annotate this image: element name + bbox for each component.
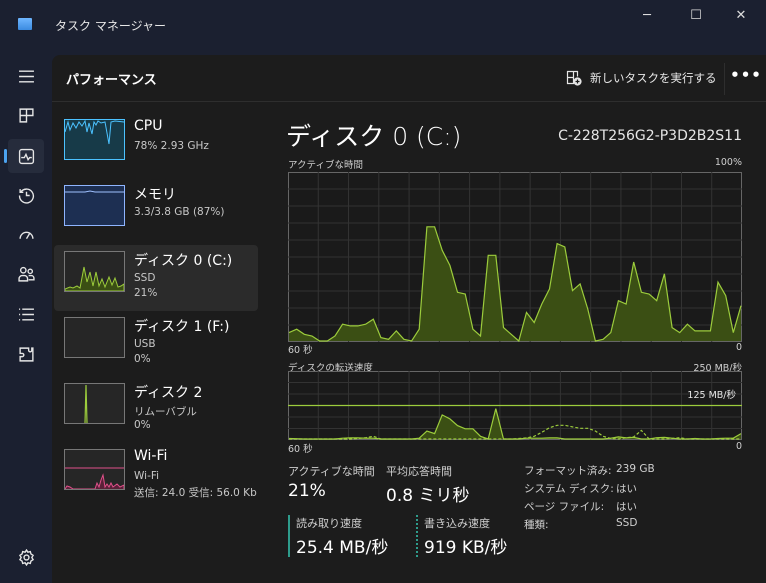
device-name: ディスク 1 (F:) [134, 319, 230, 335]
device-name: Wi-Fi [134, 448, 168, 464]
active-time-value: 21% [288, 481, 326, 501]
run-new-task-label: 新しいタスクを実行する [590, 71, 717, 85]
device-item-wifi[interactable]: Wi-Fi Wi-Fi 送信: 24.0 受信: 56.0 Kb [54, 443, 258, 509]
list-icon [18, 307, 34, 321]
nav-performance[interactable] [4, 139, 44, 173]
prop-key: ページ ファイル: [524, 501, 605, 513]
prop-value: 239 GB [616, 463, 655, 475]
device-type: USB [134, 338, 156, 350]
chart2-x-right: 0 [735, 441, 742, 452]
response-time-value: 0.8 ミリ秒 [386, 486, 470, 506]
device-throughput: 送信: 24.0 受信: 56.0 Kb [134, 487, 257, 499]
header-divider [724, 63, 725, 95]
device-name: ディスク 2 [134, 385, 203, 401]
wifi-thumbnail [64, 449, 125, 490]
device-name: ディスク 0 (C:) [134, 253, 233, 269]
device-usage: 0% [134, 419, 151, 431]
active-time-chart [288, 172, 742, 342]
new-task-icon [566, 70, 582, 86]
chart1-max: 100% [714, 157, 742, 168]
disk-title: ディスク 0 (C:) [286, 122, 462, 151]
chart2-scale-label: 125 MB/秒 [687, 390, 736, 401]
memory-thumbnail [64, 185, 125, 226]
page-title: パフォーマンス [66, 73, 157, 88]
write-rate-value: 919 KB/秒 [424, 538, 508, 558]
device-usage: 21% [134, 287, 158, 299]
hamburger-icon [18, 69, 34, 83]
users-icon [17, 266, 35, 282]
nav-rail [0, 55, 52, 583]
chart1-x-right: 0 [735, 342, 742, 353]
read-rate-value: 25.4 MB/秒 [296, 538, 389, 558]
device-type: Wi-Fi [134, 470, 160, 482]
history-icon [18, 187, 34, 204]
disk1-thumbnail [64, 317, 125, 358]
read-rate-indicator [288, 515, 290, 557]
prop-key: フォーマット済み: [524, 465, 612, 477]
task-manager-logo-icon [18, 18, 32, 30]
series-line [288, 226, 742, 342]
nav-details[interactable] [8, 297, 44, 331]
device-detail: 3.3/3.8 GB (87%) [134, 206, 225, 218]
device-name: CPU [134, 118, 163, 134]
nav-processes[interactable] [8, 98, 44, 132]
prop-value: はい [616, 483, 637, 495]
series-line [289, 424, 741, 440]
chart2-label: ディスクの転送速度 [288, 363, 373, 374]
window-title: タスク マネージャー [55, 19, 166, 33]
response-time-label: 平均応答時間 [386, 465, 452, 478]
cpu-thumbnail [64, 119, 125, 160]
device-type: リムーバブル [134, 406, 197, 418]
performance-icon [18, 148, 34, 164]
run-new-task-button[interactable]: 新しいタスクを実行する [566, 67, 717, 89]
nav-startup[interactable] [8, 218, 44, 252]
minimize-button[interactable]: ─ [643, 8, 651, 23]
read-rate-label: 読み取り速度 [296, 517, 362, 530]
nav-users[interactable] [8, 257, 44, 291]
device-item-memory[interactable]: メモリ 3.3/3.8 GB (87%) [54, 179, 258, 245]
device-type: SSD [134, 272, 156, 284]
nav-settings[interactable] [8, 540, 44, 574]
device-item-disk1[interactable]: ディスク 1 (F:) USB 0% [54, 311, 258, 377]
chart1-label: アクティブな時間 [288, 160, 363, 171]
nav-app-history[interactable] [8, 178, 44, 212]
title-bar: タスク マネージャー ─ ☐ ✕ [0, 0, 766, 50]
disk2-thumbnail [64, 383, 125, 424]
prop-key: システム ディスク: [524, 483, 614, 495]
processes-icon [18, 107, 34, 123]
close-button[interactable]: ✕ [735, 8, 747, 23]
disk-model: C-228T256G2-P3D2B2S11 [558, 128, 742, 144]
content-panel: パフォーマンス 新しいタスクを実行する ••• CPU 78% 2.93 GHz… [52, 55, 766, 583]
maximize-button[interactable]: ☐ [690, 8, 702, 23]
device-name: メモリ [134, 187, 176, 203]
transfer-rate-chart [288, 371, 742, 440]
nav-services[interactable] [8, 337, 44, 371]
series-area [289, 226, 741, 341]
prop-value: SSD [616, 517, 638, 529]
device-item-disk0[interactable]: ディスク 0 (C:) SSD 21% [54, 245, 258, 311]
disk0-thumbnail [64, 251, 125, 292]
active-time-label: アクティブな時間 [288, 465, 375, 478]
chart1-x-left: 60 秒 [288, 345, 313, 356]
puzzle-icon [18, 346, 34, 362]
write-rate-indicator [416, 515, 418, 557]
gear-icon [18, 548, 34, 566]
page-header: パフォーマンス 新しいタスクを実行する ••• [52, 55, 766, 102]
prop-key: 種類: [524, 519, 549, 531]
chart2-max: 250 MB/秒 [693, 363, 742, 374]
nav-menu-button[interactable] [8, 59, 44, 93]
prop-value: はい [616, 501, 637, 513]
startup-speedometer-icon [18, 231, 34, 239]
device-item-disk2[interactable]: ディスク 2 リムーバブル 0% [54, 377, 258, 443]
more-options-button[interactable]: ••• [730, 66, 762, 84]
write-rate-label: 書き込み速度 [424, 517, 490, 530]
device-item-cpu[interactable]: CPU 78% 2.93 GHz [54, 113, 258, 179]
chart2-x-left: 60 秒 [288, 444, 313, 455]
device-usage: 0% [134, 353, 151, 365]
device-detail: 78% 2.93 GHz [134, 140, 209, 152]
